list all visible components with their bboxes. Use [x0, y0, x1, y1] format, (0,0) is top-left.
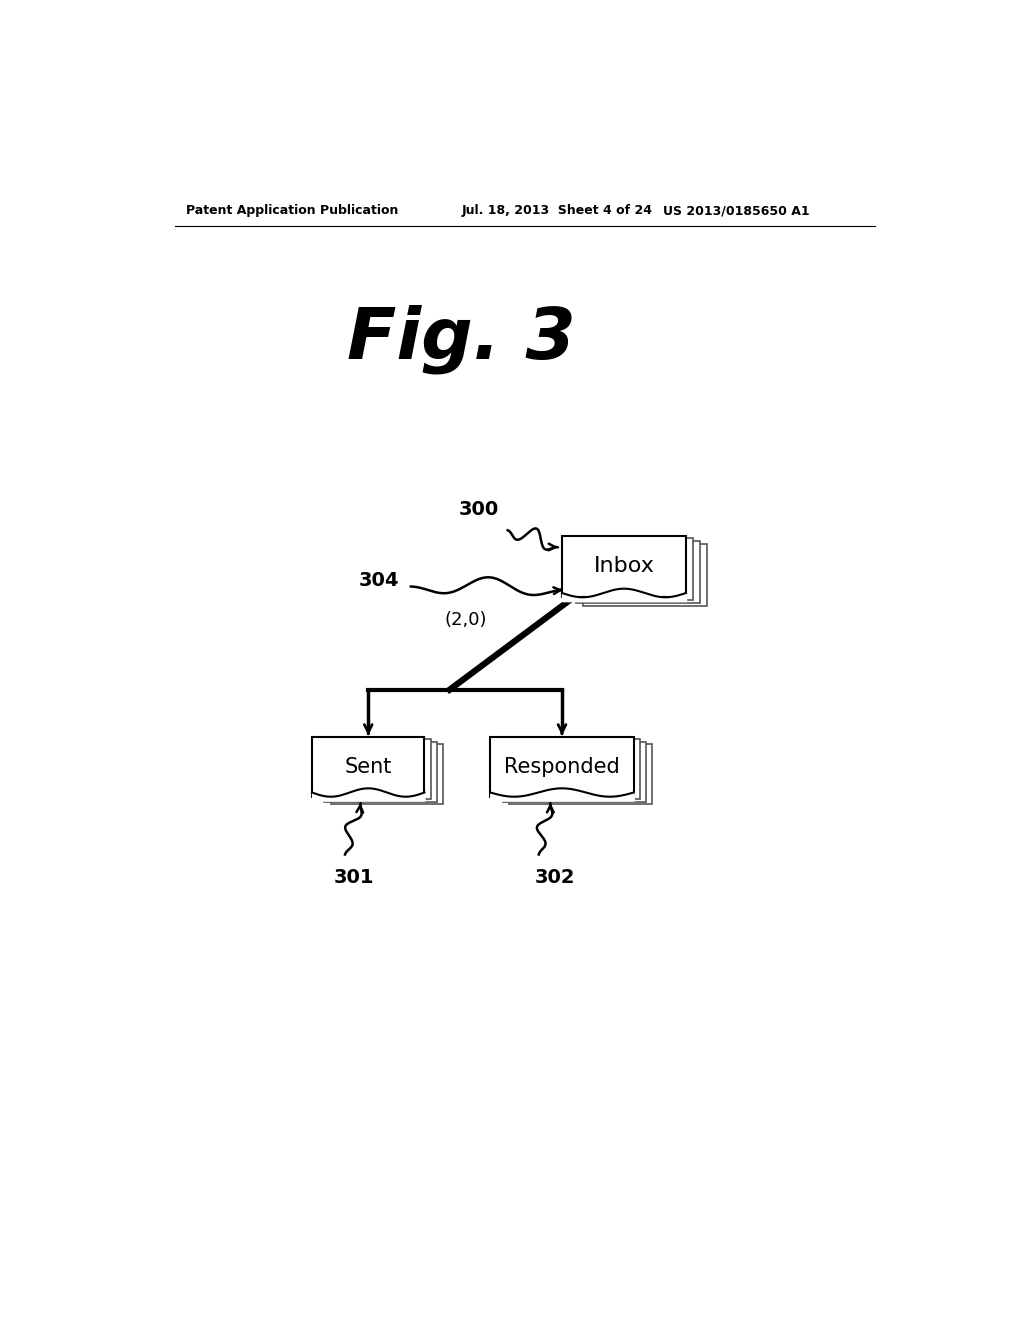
Bar: [583, 544, 707, 606]
Text: 301: 301: [334, 869, 374, 887]
Text: Inbox: Inbox: [594, 557, 654, 577]
Bar: [575, 541, 700, 603]
Text: Fig. 3: Fig. 3: [347, 305, 575, 374]
Bar: [562, 536, 686, 597]
Bar: [490, 737, 634, 797]
Text: 304: 304: [358, 570, 399, 590]
Text: Jul. 18, 2013  Sheet 4 of 24: Jul. 18, 2013 Sheet 4 of 24: [461, 205, 652, 218]
Bar: [325, 742, 437, 801]
Text: US 2013/0185650 A1: US 2013/0185650 A1: [663, 205, 809, 218]
Bar: [497, 739, 640, 799]
Bar: [503, 742, 646, 801]
Text: Patent Application Publication: Patent Application Publication: [186, 205, 398, 218]
Text: (2,0): (2,0): [444, 611, 486, 630]
Bar: [569, 539, 693, 601]
Bar: [312, 737, 424, 797]
Bar: [509, 744, 652, 804]
Bar: [318, 739, 431, 799]
Text: Responded: Responded: [504, 756, 620, 776]
Text: 302: 302: [535, 869, 575, 887]
Bar: [331, 744, 443, 804]
Text: 300: 300: [459, 500, 500, 519]
Text: Sent: Sent: [344, 756, 392, 776]
